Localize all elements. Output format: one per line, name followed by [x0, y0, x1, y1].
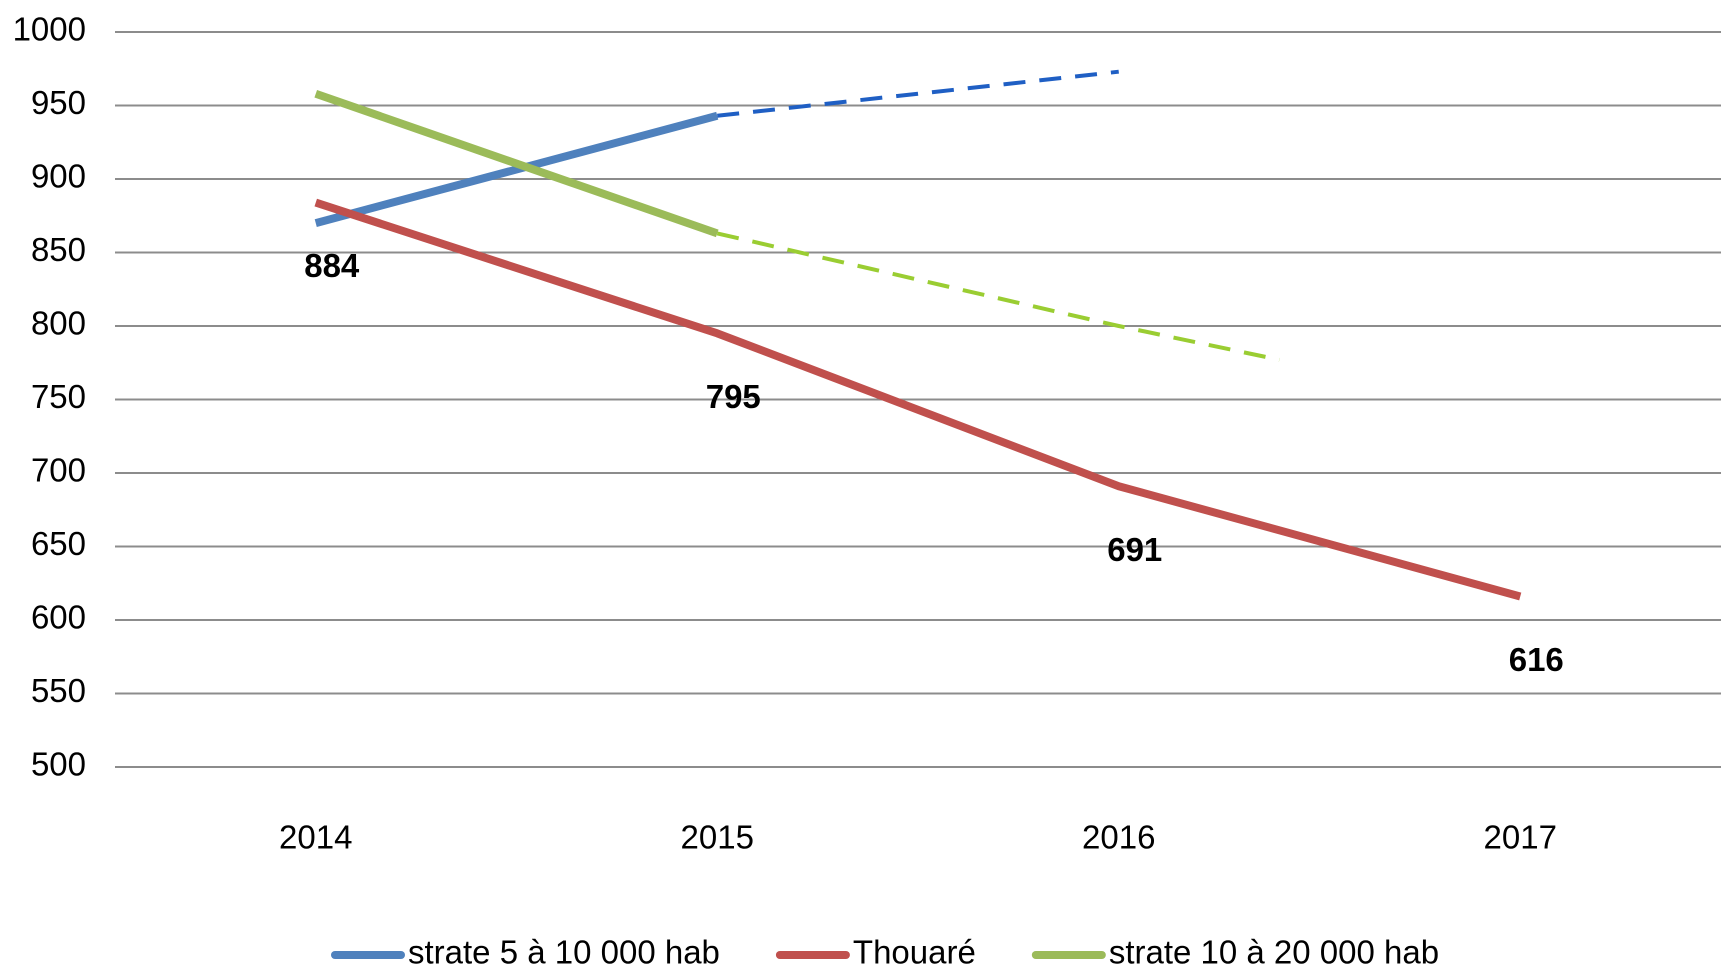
y-tick-label: 950 [31, 84, 86, 121]
y-tick-label: 600 [31, 599, 86, 636]
x-tick-label: 2016 [1082, 819, 1155, 856]
data-label: 884 [304, 247, 360, 284]
y-tick-label: 700 [31, 452, 86, 489]
y-tick-label: 550 [31, 672, 86, 709]
data-label: 691 [1107, 531, 1162, 568]
series-line [314, 198, 1522, 601]
legend-label: strate 10 à 20 000 hab [1109, 934, 1439, 971]
y-tick-label: 850 [31, 231, 86, 268]
y-tick-label: 800 [31, 305, 86, 342]
data-label: 616 [1509, 641, 1564, 678]
y-tick-label: 750 [31, 378, 86, 415]
series-line [314, 111, 719, 227]
y-tick-label: 1000 [13, 11, 86, 48]
projection-line [717, 69, 1119, 118]
y-tick-label: 900 [31, 158, 86, 195]
y-tick-label: 500 [31, 746, 86, 783]
series-line [314, 89, 719, 238]
y-tick-label: 650 [31, 525, 86, 562]
projection-line [716, 231, 1280, 362]
x-tick-label: 2017 [1484, 819, 1557, 856]
legend-label: strate 5 à 10 000 hab [408, 934, 720, 971]
data-label: 795 [706, 378, 761, 415]
x-tick-label: 2014 [279, 819, 352, 856]
legend-label: Thouaré [853, 934, 976, 971]
x-tick-label: 2015 [681, 819, 754, 856]
